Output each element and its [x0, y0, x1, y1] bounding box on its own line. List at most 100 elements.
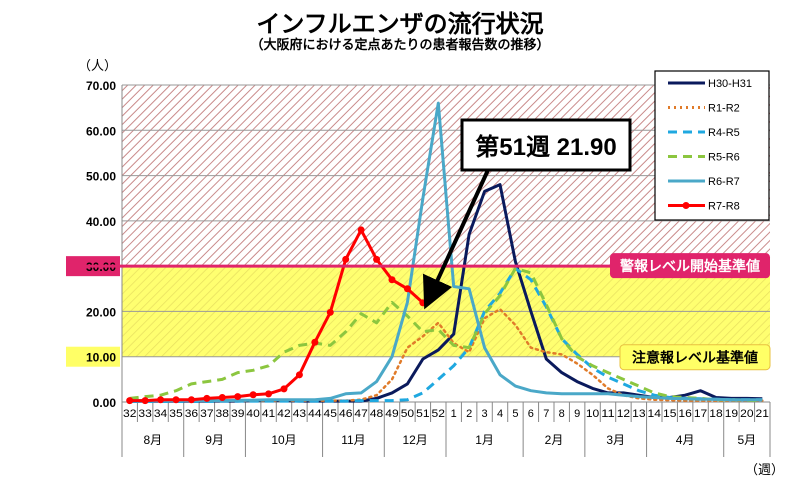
data-point-R7-R8: [388, 276, 396, 284]
x-axis-unit: （週）: [745, 462, 784, 477]
annotation-box: [460, 118, 632, 172]
legend-label: R7-R8: [708, 201, 740, 213]
x-tick-label: 8: [559, 408, 565, 420]
month-label: 2月: [545, 433, 564, 447]
alert-threshold-label: 警報レベル開始基準値: [620, 258, 760, 274]
x-tick-label: 18: [709, 408, 722, 420]
annotation-label: 第51週 21.90: [475, 133, 616, 161]
x-tick-label: 32: [123, 408, 136, 420]
x-tick-label: 17: [694, 408, 707, 420]
x-tick-label: 38: [216, 408, 229, 420]
x-tick-label: 6: [528, 408, 534, 420]
chart-subtitle: （大阪府における定点あたりの患者報告数の推移）: [250, 38, 550, 53]
data-point-R7-R8: [218, 393, 226, 401]
data-point-R7-R8: [295, 371, 303, 379]
y-tick-label: 20.00: [86, 305, 116, 319]
data-point-R7-R8: [342, 255, 350, 263]
month-label: 11月: [341, 433, 365, 447]
x-tick-label: 9: [574, 408, 580, 420]
x-tick-label: 50: [401, 408, 414, 420]
warning-threshold-badge: [619, 344, 771, 371]
month-label: 3月: [606, 433, 625, 447]
x-tick-label: 36: [185, 408, 198, 420]
data-point-R7-R8: [280, 385, 288, 393]
x-tick-label: 5: [512, 408, 518, 420]
legend-box: [654, 70, 770, 221]
x-tick-label: 34: [154, 408, 167, 420]
month-label: 1月: [475, 433, 494, 447]
month-label: 8月: [144, 433, 163, 447]
legend-marker: [682, 202, 690, 209]
month-label: 5月: [738, 433, 757, 447]
x-tick-label: 52: [432, 408, 445, 420]
x-tick-label: 35: [169, 408, 182, 420]
data-point-R7-R8: [126, 397, 134, 405]
x-tick-label: 40: [246, 408, 259, 420]
x-tick-label: 12: [617, 408, 630, 420]
series-line-R1-R2: [128, 307, 764, 402]
y-tick-label: 10.00: [86, 351, 116, 365]
x-tick-label: 14: [648, 408, 661, 420]
month-label: 12月: [402, 433, 427, 447]
ytick-highlight: [66, 346, 120, 367]
x-tick-label: 39: [231, 408, 244, 420]
data-point-R7-R8: [326, 308, 334, 316]
x-tick-label: 45: [324, 408, 337, 420]
x-tick-label: 20: [740, 408, 753, 420]
x-tick-label: 49: [385, 408, 398, 420]
legend-label: R4-R5: [708, 127, 740, 139]
data-point-R7-R8: [265, 390, 273, 398]
data-point-R7-R8: [141, 397, 149, 405]
x-tick-label: 37: [200, 408, 213, 420]
x-tick-label: 4: [497, 408, 503, 420]
x-tick-label: 51: [416, 408, 429, 420]
y-tick-label: 60.00: [86, 124, 116, 138]
x-tick-label: 2: [466, 408, 472, 420]
month-label: 10月: [271, 433, 296, 447]
data-point-R7-R8: [311, 338, 319, 346]
x-tick-label: 46: [339, 408, 352, 420]
x-tick-label: 33: [138, 408, 151, 420]
data-point-R7-R8: [357, 226, 365, 234]
x-tick-label: 44: [308, 408, 321, 420]
x-tick-label: 47: [354, 408, 367, 420]
legend-label: H30-H31: [708, 78, 752, 90]
data-point-R7-R8: [234, 393, 242, 401]
y-tick-label: 70.00: [86, 79, 116, 93]
x-tick-label: 43: [293, 408, 306, 420]
warning-threshold-label: 注意報レベル基準値: [632, 350, 758, 366]
data-point-R7-R8: [203, 394, 211, 402]
annotation-arrow: [422, 169, 490, 310]
alert-threshold-badge: [610, 253, 770, 279]
data-point-R7-R8: [172, 396, 180, 404]
month-label: 4月: [676, 433, 695, 447]
x-tick-label: 19: [725, 408, 738, 420]
x-tick-label: 13: [632, 408, 645, 420]
series-line-R6-R7: [129, 101, 763, 403]
y-tick-label: 40.00: [86, 215, 116, 229]
x-tick-label: 10: [586, 408, 599, 420]
data-point-R7-R8: [249, 391, 257, 399]
data-point-R7-R8: [373, 255, 381, 263]
month-label: 9月: [205, 433, 224, 447]
data-point-R7-R8: [187, 396, 195, 404]
chart-title: インフルエンザの流行状況: [256, 10, 544, 38]
data-point-R7-R8: [419, 299, 427, 307]
y-axis-unit: （人）: [78, 58, 117, 73]
data-point-R7-R8: [403, 285, 411, 293]
x-tick-label: 42: [277, 408, 290, 420]
y-tick-label: 0.00: [93, 396, 117, 410]
x-tick-label: 3: [482, 408, 488, 420]
x-tick-label: 7: [543, 408, 549, 420]
x-tick-label: 1: [451, 408, 457, 420]
legend-label: R1-R2: [708, 103, 740, 115]
legend-label: R5-R6: [708, 152, 740, 164]
y-tick-label: 50.00: [86, 170, 116, 184]
data-point-R7-R8: [157, 396, 165, 404]
x-tick-label: 11: [601, 408, 614, 420]
legend-label: R6-R7: [708, 176, 740, 188]
x-tick-label: 16: [678, 408, 691, 420]
x-tick-label: 15: [663, 408, 676, 420]
x-tick-label: 21: [756, 408, 769, 420]
